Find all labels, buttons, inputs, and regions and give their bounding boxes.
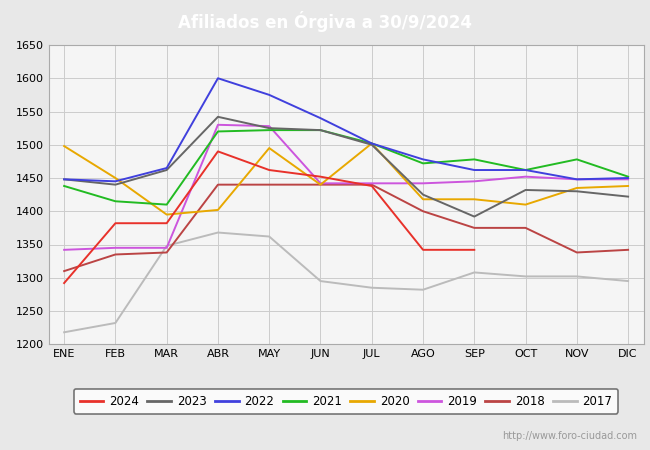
Legend: 2024, 2023, 2022, 2021, 2020, 2019, 2018, 2017: 2024, 2023, 2022, 2021, 2020, 2019, 2018… xyxy=(74,389,618,414)
Text: http://www.foro-ciudad.com: http://www.foro-ciudad.com xyxy=(502,431,637,441)
Text: Afiliados en Órgiva a 30/9/2024: Afiliados en Órgiva a 30/9/2024 xyxy=(178,11,472,32)
